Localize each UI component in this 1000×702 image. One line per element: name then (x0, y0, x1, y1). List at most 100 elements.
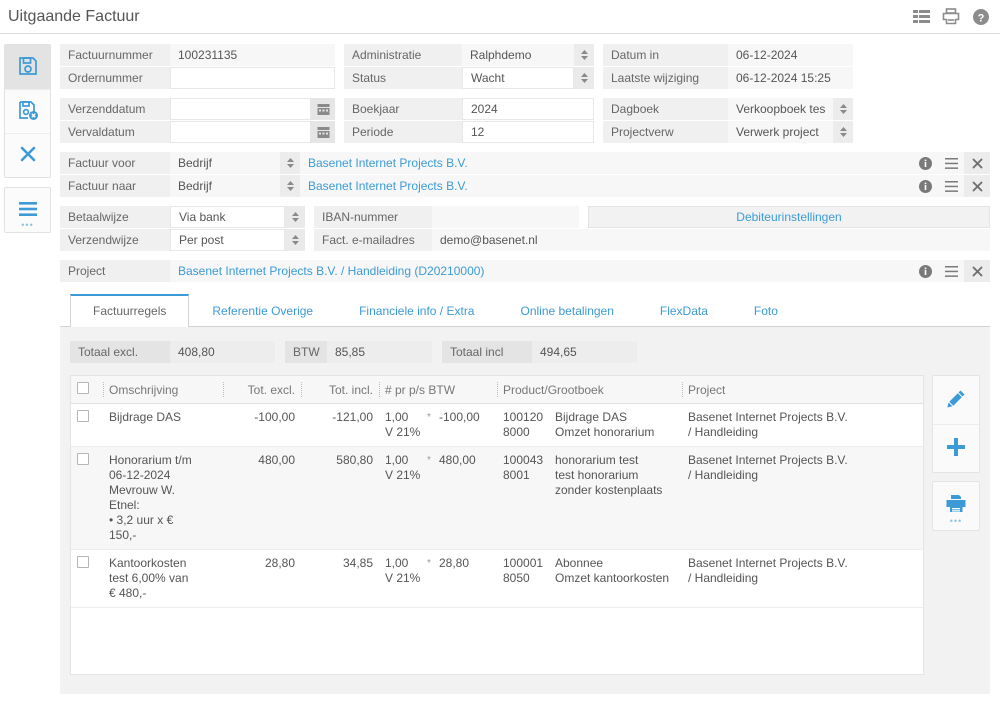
verzenddatum-calendar-icon[interactable] (311, 98, 335, 120)
column-grip-icon[interactable] (379, 382, 382, 397)
invoice-lines-grid: Omschrijving Tot. excl. Tot. incl. # pr … (70, 375, 924, 675)
form-block-payment: Betaalwijze Via bank IBAN-nummer Debiteu… (60, 206, 990, 251)
save-and-close-button[interactable] (5, 89, 50, 133)
column-grip-icon[interactable] (497, 382, 500, 397)
form-block-identification: Factuurnummer 100231135 Administratie Ra… (60, 44, 990, 89)
qty-value: 1,00 (385, 453, 409, 467)
list-view-icon[interactable] (913, 9, 930, 24)
value-email[interactable]: demo@basenet.nl (432, 229, 990, 251)
hamburger-menu-icon[interactable] (938, 260, 964, 282)
save-button[interactable] (5, 45, 50, 89)
value-factuur-naar-company[interactable]: Basenet Internet Projects B.V. (300, 175, 912, 197)
value-status[interactable]: Wacht (462, 67, 574, 89)
value-project[interactable]: Basenet Internet Projects B.V. / Handlei… (170, 260, 912, 282)
value-administratie[interactable]: Ralphdemo (462, 44, 574, 66)
factuur-voor-type-chevron-icon[interactable] (280, 152, 300, 174)
label-totaal-excl: Totaal excl. (70, 341, 170, 363)
add-line-button[interactable] (933, 424, 979, 472)
tab-factuurregels[interactable]: Factuurregels (70, 294, 190, 327)
label-betaalwijze: Betaalwijze (60, 206, 170, 228)
value-verzendwijze[interactable]: Per post (170, 229, 285, 251)
value-betaalwijze[interactable]: Via bank (170, 206, 285, 228)
tab-panel-factuurregels: Totaal excl. 408,80 BTW 85,85 Totaal inc… (60, 327, 990, 694)
table-row[interactable]: Bijdrage DAS -100,00 -121,00 1,00 * -100… (71, 403, 923, 447)
col-project[interactable]: Project (682, 376, 923, 404)
col-tot-incl-label: Tot. incl. (328, 382, 373, 397)
tab-online-betalingen[interactable]: Online betalingen (520, 304, 614, 318)
factuur-voor-actions (912, 152, 990, 174)
help-icon[interactable]: ? (972, 8, 990, 26)
info-icon[interactable] (912, 175, 938, 197)
value-factuurnummer[interactable]: 100231135 (170, 44, 335, 66)
dagboek-dropdown-chevron-icon[interactable] (833, 98, 853, 120)
invoice-lines-table: Omschrijving Tot. excl. Tot. incl. # pr … (71, 376, 923, 608)
label-project: Project (60, 260, 170, 282)
verzendwijze-dropdown-chevron-icon[interactable] (285, 229, 305, 251)
row-checkbox[interactable] (77, 453, 89, 465)
value-periode[interactable]: 12 (462, 121, 594, 143)
value-factuur-voor-type[interactable]: Bedrijf (170, 152, 280, 174)
form-row-2: Ordernummer Status Wacht Laatste wijzigi… (60, 67, 990, 89)
col-product-grootboek[interactable]: Product/Grootboek (497, 376, 682, 404)
administratie-dropdown-chevron-icon[interactable] (574, 44, 594, 66)
projectverw-dropdown-chevron-icon[interactable] (833, 121, 853, 143)
print-lines-button[interactable]: ••• (933, 482, 979, 530)
table-row[interactable]: Kantoorkosten test 6,00% van € 480,- 28,… (71, 549, 923, 608)
hamburger-menu-icon[interactable] (938, 152, 964, 174)
column-grip-icon[interactable] (682, 382, 685, 397)
status-dropdown-chevron-icon[interactable] (574, 67, 594, 89)
column-grip-icon[interactable] (103, 382, 106, 397)
edit-line-button[interactable] (933, 376, 979, 424)
left-toolbar-group-save (4, 44, 51, 178)
factuur-naar-type-chevron-icon[interactable] (280, 175, 300, 197)
save-icon (17, 55, 39, 80)
value-boekjaar[interactable]: 2024 (462, 98, 594, 120)
print-icon[interactable] (942, 8, 960, 25)
col-tot-incl[interactable]: Tot. incl. (301, 376, 379, 404)
price-star-icon: * (427, 455, 431, 466)
col-aantal-prijs-btw-label: # pr p/s BTW (385, 382, 456, 397)
column-grip-icon[interactable] (223, 382, 226, 397)
row-checkbox[interactable] (77, 556, 89, 568)
remove-factuur-naar-close-icon[interactable] (964, 175, 990, 197)
col-tot-excl[interactable]: Tot. excl. (223, 376, 301, 404)
value-factuur-voor-company[interactable]: Basenet Internet Projects B.V. (300, 152, 912, 174)
cell-omschrijving: Bijdrage DAS (103, 403, 223, 447)
table-row[interactable]: Honorarium t/m 06-12-2024 Mevrouw W. Etn… (71, 446, 923, 550)
col-omschrijving[interactable]: Omschrijving (103, 376, 223, 404)
project-line-2: / Handleiding (688, 571, 759, 585)
betaalwijze-dropdown-chevron-icon[interactable] (285, 206, 305, 228)
column-grip-icon[interactable] (301, 382, 304, 397)
form-block-project: Project Basenet Internet Projects B.V. /… (60, 260, 990, 282)
vervaldatum-calendar-icon[interactable] (311, 121, 335, 143)
remove-factuur-voor-close-icon[interactable] (964, 152, 990, 174)
more-menu-button[interactable]: ••• (5, 188, 50, 232)
tab-flexdata[interactable]: FlexData (659, 304, 708, 318)
grid-action-group-print: ••• (932, 481, 980, 531)
price-star-icon: * (427, 412, 431, 423)
col-aantal-prijs-btw[interactable]: # pr p/s BTW (379, 376, 497, 404)
row-checkbox[interactable] (77, 410, 89, 422)
info-icon[interactable] (912, 260, 938, 282)
value-projectverw[interactable]: Verwerk project (728, 121, 833, 143)
tab-financiele-info-extra[interactable]: Financiele info / Extra (359, 304, 475, 318)
button-debiteurinstellingen[interactable]: Debiteurinstellingen (588, 206, 990, 228)
hamburger-menu-icon[interactable] (938, 175, 964, 197)
value-iban[interactable] (432, 206, 579, 228)
cell-project: Basenet Internet Projects B.V. / Handlei… (682, 549, 923, 608)
info-icon[interactable] (912, 152, 938, 174)
value-verzenddatum[interactable] (170, 98, 311, 120)
remove-project-close-icon[interactable] (964, 260, 990, 282)
select-all-checkbox[interactable] (77, 382, 89, 394)
value-factuur-naar-type[interactable]: Bedrijf (170, 175, 280, 197)
value-ordernummer[interactable] (170, 67, 335, 89)
field-vervaldatum: Vervaldatum (60, 121, 335, 143)
close-button[interactable] (5, 133, 50, 177)
tab-referentie-overige[interactable]: Referentie Overige (212, 304, 314, 318)
omschrijving-text: Honorarium t/m 06-12-2024 Mevrouw W. Etn… (109, 453, 192, 542)
tab-foto[interactable]: Foto (753, 304, 778, 318)
value-btw: 85,85 (327, 341, 432, 363)
value-vervaldatum[interactable] (170, 121, 311, 143)
value-dagboek[interactable]: Verkoopboek tes (728, 98, 833, 120)
grootboek-line: 8050 Omzet kantoorkosten (503, 571, 676, 586)
